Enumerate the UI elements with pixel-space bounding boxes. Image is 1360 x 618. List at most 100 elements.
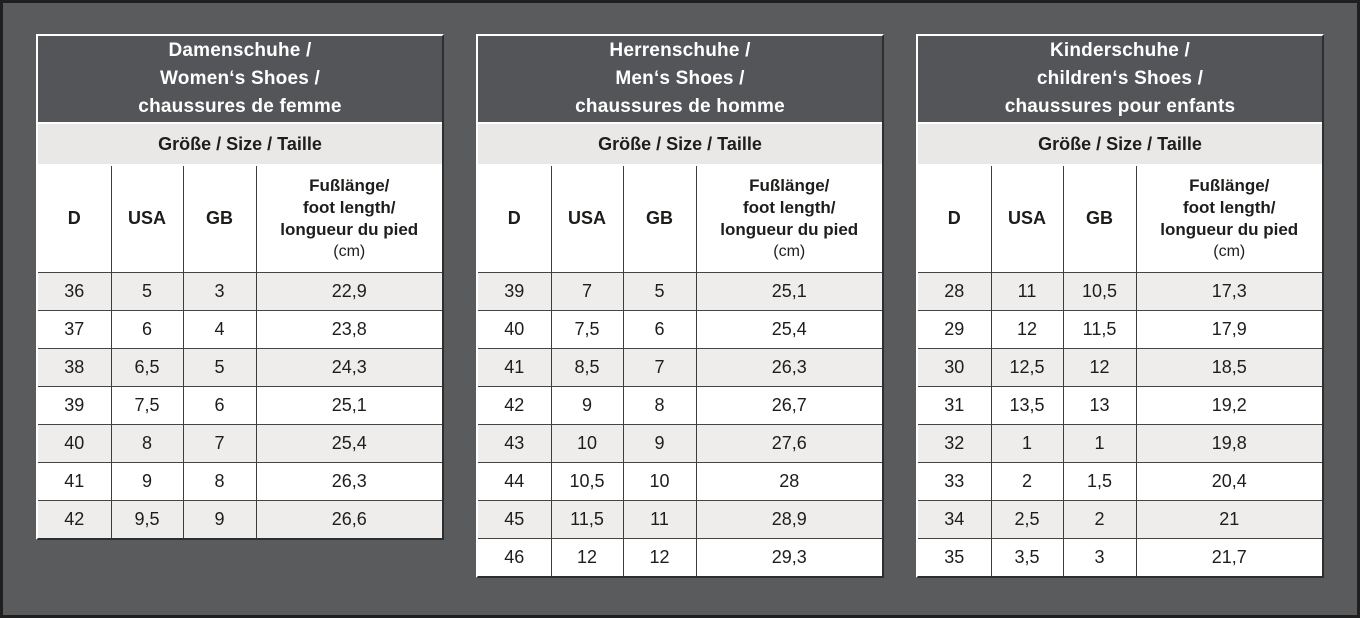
table-row: 29 12 11,5 17,9 <box>918 309 1322 348</box>
table-row: 33 2 1,5 20,4 <box>918 461 1322 500</box>
table-cell: 7,5 <box>550 309 623 348</box>
table-cell: 7 <box>622 347 696 386</box>
table-title-line: children‘s Shoes / <box>1036 68 1204 89</box>
table-title-line: chaussures pour enfants <box>1004 96 1236 117</box>
table-cell: 9 <box>550 385 623 424</box>
table-row: 42 9 8 26,7 <box>478 385 882 424</box>
col-header-usa: USA <box>110 166 183 272</box>
table-row: 30 12,5 12 18,5 <box>918 347 1322 386</box>
table-title-line: Women‘s Shoes / <box>160 68 320 89</box>
table-cell: 28,9 <box>695 499 882 538</box>
foot-length-label-en: foot length/ <box>1182 197 1276 217</box>
table-row: 39 7 5 25,1 <box>478 271 882 310</box>
table-row: 42 9,5 9 26,6 <box>38 499 442 538</box>
table-cell: 12 <box>550 537 623 576</box>
table-subtitle: Größe / Size / Taille <box>478 124 882 166</box>
women-size-table: D USA GB Fußlänge/ foot length/ longueur… <box>38 166 442 538</box>
table-cell: 25,4 <box>695 309 882 348</box>
table-cell: 25,4 <box>255 423 442 462</box>
table-cell: 28 <box>918 271 991 310</box>
table-cell: 39 <box>38 385 111 424</box>
table-cell: 17,9 <box>1135 309 1322 348</box>
table-cell: 42 <box>38 499 111 538</box>
table-cell: 1,5 <box>1062 461 1136 500</box>
col-header-foot-length: Fußlänge/ foot length/ longueur du pied … <box>1135 166 1322 272</box>
table-cell: 10,5 <box>550 461 623 500</box>
table-title: Damenschuhe / Women‘s Shoes / chaussures… <box>38 36 442 124</box>
foot-length-label-fr: longueur du pied <box>1160 219 1299 239</box>
table-cell: 13 <box>1062 385 1136 424</box>
table-cell: 11,5 <box>550 499 623 538</box>
table-cell: 7 <box>182 423 256 462</box>
table-cell: 8 <box>182 461 256 500</box>
table-cell: 29,3 <box>695 537 882 576</box>
table-cell: 10 <box>550 423 623 462</box>
table-cell: 44 <box>478 461 551 500</box>
foot-length-label-de: Fußlänge/ <box>1189 175 1270 195</box>
table-cell: 3 <box>182 271 256 310</box>
table-cell: 4 <box>182 309 256 348</box>
col-header-d: D <box>67 208 81 229</box>
size-table-women: Damenschuhe / Women‘s Shoes / chaussures… <box>36 34 444 540</box>
col-header-usa: USA <box>550 166 623 272</box>
foot-length-label-de: Fußlänge/ <box>749 175 830 195</box>
table-cell: 6 <box>182 385 256 424</box>
table-cell: 26,3 <box>695 347 882 386</box>
table-cell: 8,5 <box>550 347 623 386</box>
table-cell: 12 <box>990 309 1063 348</box>
table-cell: 46 <box>478 537 551 576</box>
table-cell: 43 <box>478 423 551 462</box>
table-cell: 9 <box>182 499 256 538</box>
men-size-table: D USA GB Fußlänge/ foot length/ longueur… <box>478 166 882 576</box>
foot-length-unit: (cm) <box>773 242 806 260</box>
children-size-table: D USA GB Fußlänge/ foot length/ longueur… <box>918 166 1322 576</box>
table-row: 43 10 9 27,6 <box>478 423 882 462</box>
col-header-d: D <box>507 208 521 229</box>
table-cell: 20,4 <box>1135 461 1322 500</box>
table-cell: 6 <box>622 309 696 348</box>
table-row: 38 6,5 5 24,3 <box>38 347 442 386</box>
table-cell: 19,2 <box>1135 385 1322 424</box>
table-title: Herrenschuhe / Men‘s Shoes / chaussures … <box>478 36 882 124</box>
table-row: 40 7,5 6 25,4 <box>478 309 882 348</box>
table-cell: 26,7 <box>695 385 882 424</box>
table-cell: 3 <box>1062 537 1136 576</box>
table-cell: 2,5 <box>990 499 1063 538</box>
size-table-children: Kinderschuhe / children‘s Shoes / chauss… <box>916 34 1324 578</box>
table-cell: 41 <box>38 461 111 500</box>
foot-length-label-de: Fußlänge/ <box>309 175 390 195</box>
table-title-line: Kinderschuhe / <box>1049 40 1191 61</box>
table-cell: 25,1 <box>695 271 882 310</box>
table-cell: 36 <box>38 271 111 310</box>
table-cell: 30 <box>918 347 991 386</box>
size-tables-container: Damenschuhe / Women‘s Shoes / chaussures… <box>36 34 1324 578</box>
table-title-line: chaussures de femme <box>138 96 342 117</box>
table-row: 37 6 4 23,8 <box>38 309 442 348</box>
table-cell: 40 <box>38 423 111 462</box>
table-cell: 31 <box>918 385 991 424</box>
table-cell: 7 <box>550 271 623 310</box>
table-cell: 28 <box>695 461 882 500</box>
col-header-foot-length: Fußlänge/ foot length/ longueur du pied … <box>695 166 882 272</box>
table-cell: 27,6 <box>695 423 882 462</box>
table-cell: 11 <box>990 271 1063 310</box>
table-subtitle: Größe / Size / Taille <box>38 124 442 166</box>
table-cell: 1 <box>990 423 1063 462</box>
table-cell: 8 <box>622 385 696 424</box>
table-cell: 10,5 <box>1062 271 1136 310</box>
foot-length-label-fr: longueur du pied <box>280 219 419 239</box>
table-row: 40 8 7 25,4 <box>38 423 442 462</box>
table-row: 39 7,5 6 25,1 <box>38 385 442 424</box>
table-cell: 5 <box>622 271 696 310</box>
table-row: 36 5 3 22,9 <box>38 271 442 310</box>
table-row: 45 11,5 11 28,9 <box>478 499 882 538</box>
table-cell: 8 <box>110 423 183 462</box>
table-cell: 12 <box>1062 347 1136 386</box>
table-title-line: Herrenschuhe / <box>609 40 751 61</box>
table-cell: 2 <box>1062 499 1136 538</box>
table-cell: 40 <box>478 309 551 348</box>
table-cell: 5 <box>182 347 256 386</box>
col-header-d: D <box>947 208 961 229</box>
col-header-usa: USA <box>990 166 1063 272</box>
